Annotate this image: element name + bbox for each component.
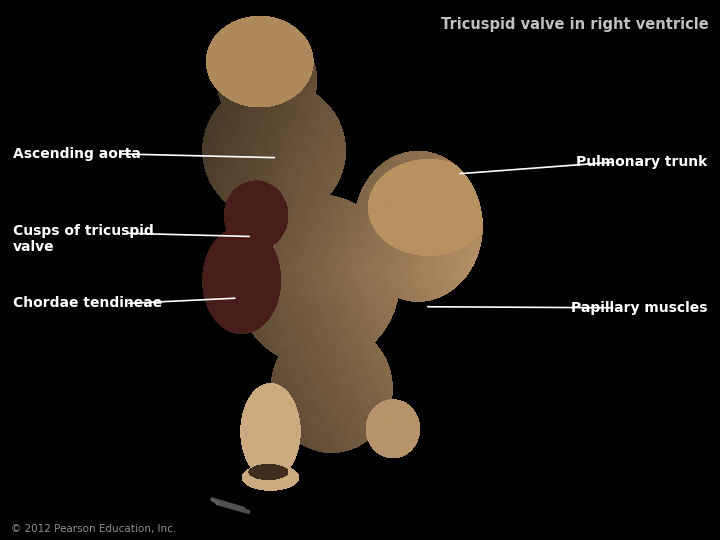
Text: © 2012 Pearson Education, Inc.: © 2012 Pearson Education, Inc. (11, 523, 176, 534)
Text: Ascending aorta: Ascending aorta (13, 147, 141, 161)
Text: Tricuspid valve in right ventricle: Tricuspid valve in right ventricle (441, 17, 709, 32)
Text: Cusps of tricuspid
valve: Cusps of tricuspid valve (13, 224, 153, 254)
Text: Papillary muscles: Papillary muscles (570, 301, 707, 315)
Text: Chordae tendineae: Chordae tendineae (13, 296, 162, 310)
Text: Pulmonary trunk: Pulmonary trunk (576, 155, 707, 169)
